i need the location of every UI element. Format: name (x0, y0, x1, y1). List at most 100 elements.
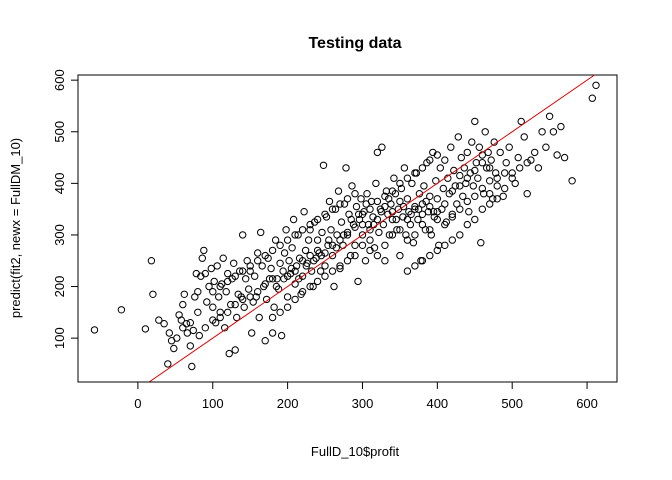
data-point (478, 184, 486, 193)
data-point (300, 208, 308, 216)
data-point (198, 254, 207, 262)
data-point (456, 182, 464, 190)
data-point (239, 295, 247, 304)
data-point (418, 200, 427, 208)
data-point (471, 215, 479, 224)
data-point (306, 226, 314, 234)
data-point (520, 133, 528, 141)
data-point (542, 143, 550, 151)
data-point (553, 151, 561, 159)
data-point (463, 148, 471, 157)
data-point (209, 303, 217, 311)
data-point (377, 208, 385, 216)
data-point (216, 313, 224, 322)
data-point (400, 164, 409, 172)
data-point (283, 272, 292, 280)
data-point (231, 272, 239, 280)
y-tick-label: 300 (52, 224, 67, 246)
data-point (433, 151, 441, 159)
data-point (549, 128, 558, 136)
data-point (557, 122, 565, 131)
data-point (538, 128, 546, 136)
data-point (351, 190, 359, 198)
data-point (343, 195, 352, 203)
data-point (527, 156, 535, 164)
data-point (276, 259, 284, 267)
data-point (418, 210, 427, 219)
data-point (418, 220, 427, 229)
data-point (463, 197, 471, 206)
data-point (215, 293, 223, 301)
data-point (336, 262, 344, 270)
data-point (429, 208, 438, 216)
data-point (277, 331, 286, 340)
data-point (325, 236, 333, 244)
data-point (426, 251, 434, 260)
data-point (233, 313, 241, 322)
data-point (271, 236, 280, 244)
data-point (189, 326, 198, 335)
data-point (337, 218, 346, 226)
data-point (456, 171, 464, 180)
data-point (90, 326, 99, 334)
data-point (412, 169, 421, 177)
data-point (280, 249, 289, 257)
data-point (352, 202, 361, 211)
data-point (505, 143, 513, 151)
data-point (321, 272, 329, 280)
data-point (358, 241, 367, 250)
plot-frame (77, 74, 618, 383)
data-point (418, 257, 427, 265)
data-point (276, 241, 284, 250)
data-point (201, 324, 210, 332)
data-point (301, 246, 310, 255)
data-point (242, 275, 250, 283)
data-point (487, 156, 495, 164)
data-point (306, 282, 314, 291)
chart-title: Testing data (308, 35, 401, 52)
data-point (499, 192, 507, 201)
data-point (268, 275, 277, 283)
data-point (318, 228, 326, 237)
x-tick-label: 500 (501, 396, 523, 411)
data-point (227, 300, 235, 309)
data-point (531, 148, 539, 157)
data-point (462, 179, 470, 188)
data-point (261, 337, 269, 345)
data-point (448, 236, 456, 244)
data-point (355, 210, 363, 219)
data-point (255, 313, 263, 322)
data-point (294, 231, 302, 239)
data-point (390, 174, 398, 182)
y-axis: 100 200 300 400 500 600 (52, 69, 79, 349)
data-point (272, 282, 281, 291)
data-point (411, 205, 419, 213)
data-point (210, 277, 218, 286)
data-point (366, 226, 374, 234)
data-point (254, 288, 262, 296)
data-point (310, 257, 318, 265)
data-point (147, 257, 156, 265)
data-point (388, 231, 397, 239)
data-point (254, 249, 262, 257)
data-point (336, 264, 344, 273)
data-point (351, 251, 359, 260)
data-point (177, 316, 186, 324)
data-point (327, 226, 335, 234)
data-point (427, 231, 435, 239)
data-point (251, 272, 259, 280)
data-point (164, 360, 172, 368)
data-point (270, 303, 278, 311)
data-point (388, 215, 397, 224)
data-point (179, 300, 187, 309)
data-point (399, 202, 408, 211)
data-point (141, 325, 150, 333)
data-point (298, 272, 307, 280)
data-point (328, 267, 337, 275)
data-point (545, 112, 554, 121)
data-point (216, 308, 224, 316)
data-point (397, 184, 406, 193)
data-point (195, 331, 204, 340)
data-point (203, 298, 211, 306)
data-point (456, 205, 464, 213)
